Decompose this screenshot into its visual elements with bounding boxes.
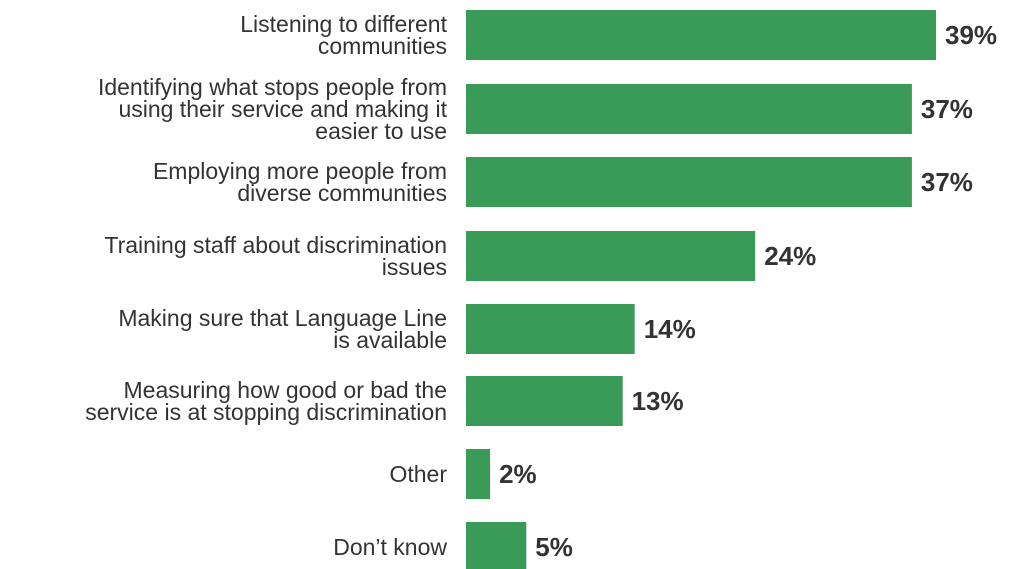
category-label-2: Employing more people from diverse commun… xyxy=(153,158,447,206)
bar-1 xyxy=(466,84,912,134)
bar-3 xyxy=(466,231,756,281)
bars-group xyxy=(466,10,936,569)
category-label-line: issues xyxy=(382,254,447,280)
value-label-5: 13% xyxy=(632,386,684,416)
category-label-line: using their service and making it xyxy=(118,96,447,122)
bar-2 xyxy=(466,157,912,207)
category-label-line: is available xyxy=(333,327,447,353)
value-label-6: 2% xyxy=(499,459,537,489)
category-label-line: Other xyxy=(389,461,447,487)
bar-4 xyxy=(466,304,635,354)
bar-6 xyxy=(466,449,491,499)
category-label-line: service is at stopping discrimination xyxy=(85,399,447,425)
value-label-0: 39% xyxy=(945,20,997,50)
category-label-line: Training staff about discrimination xyxy=(104,232,447,258)
value-label-7: 5% xyxy=(535,532,573,562)
category-label-3: Training staff about discrimination issue… xyxy=(104,232,447,280)
category-label-line: Identifying what stops people from xyxy=(98,74,447,100)
category-label-7: Don’t know xyxy=(333,534,447,560)
category-label-line: Employing more people from xyxy=(153,158,447,184)
value-label-4: 14% xyxy=(644,314,696,344)
category-label-line: communities xyxy=(318,33,447,59)
category-label-6: Other xyxy=(389,461,447,487)
category-label-line: diverse communities xyxy=(237,180,447,206)
bar-7 xyxy=(466,522,527,569)
category-label-line: Measuring how good or bad the xyxy=(124,377,448,403)
category-labels-group: Listening to different communities Identif… xyxy=(85,11,447,560)
category-label-line: easier to use xyxy=(315,118,447,144)
value-label-1: 37% xyxy=(921,94,973,124)
value-labels-group: 39% 37% 37% 24% 14% 13% 2% 5% xyxy=(499,20,997,562)
bar-0 xyxy=(466,10,936,60)
category-label-1: Identifying what stops people from using … xyxy=(98,74,448,144)
category-label-line: Don’t know xyxy=(333,534,447,560)
category-label-5: Measuring how good or bad the service is … xyxy=(85,377,447,425)
category-label-0: Listening to different communities xyxy=(240,11,447,59)
category-label-line: Making sure that Language Line xyxy=(118,305,447,331)
value-label-2: 37% xyxy=(921,167,973,197)
category-label-line: Listening to different xyxy=(240,11,447,37)
category-label-4: Making sure that Language Line is availab… xyxy=(118,305,447,353)
value-label-3: 24% xyxy=(764,241,816,271)
bar-5 xyxy=(466,376,623,426)
